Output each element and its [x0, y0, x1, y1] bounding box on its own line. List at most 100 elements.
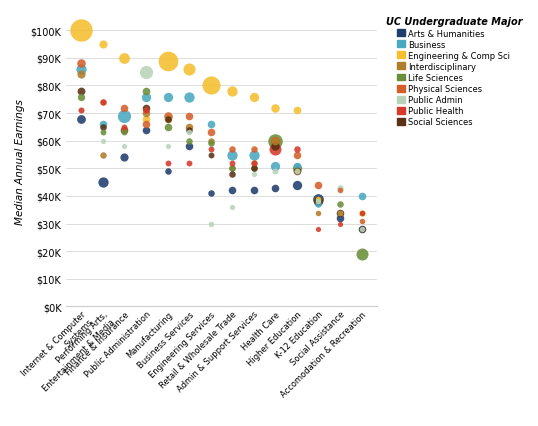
Point [207, 83, 215, 89]
Point [120, 155, 129, 161]
Point [293, 108, 301, 115]
Point [271, 138, 280, 145]
Point [141, 105, 150, 112]
Point [314, 199, 323, 205]
Point [271, 163, 280, 170]
Point [293, 152, 301, 158]
Point [314, 196, 323, 203]
Point [293, 146, 301, 153]
Point [357, 193, 366, 200]
Point [271, 105, 280, 112]
Point [314, 226, 323, 233]
Point [185, 113, 194, 120]
Point [271, 168, 280, 175]
Point [357, 218, 366, 225]
Legend: Arts & Humanities, Business, Engineering & Comp Sci, Interdisciplinary, Life Sci: Arts & Humanities, Business, Engineering… [384, 16, 523, 129]
Point [163, 124, 172, 131]
Point [336, 201, 344, 208]
Point [336, 187, 344, 194]
Point [141, 110, 150, 117]
Point [98, 121, 107, 128]
Point [141, 94, 150, 101]
Point [250, 146, 258, 153]
Point [250, 166, 258, 173]
Point [77, 108, 86, 115]
Point [336, 215, 344, 222]
Point [314, 196, 323, 203]
Point [141, 108, 150, 115]
Point [207, 152, 215, 158]
Point [77, 66, 86, 73]
Point [271, 138, 280, 145]
Point [120, 144, 129, 150]
Point [77, 116, 86, 123]
Point [185, 94, 194, 101]
Point [250, 160, 258, 167]
Point [98, 99, 107, 106]
Point [357, 210, 366, 216]
Point [228, 88, 237, 95]
Point [293, 168, 301, 175]
Point [207, 221, 215, 227]
Point [77, 28, 86, 35]
Point [98, 138, 107, 145]
Point [141, 127, 150, 134]
Point [98, 124, 107, 131]
Point [293, 163, 301, 170]
Point [336, 210, 344, 216]
Point [357, 226, 366, 233]
Point [207, 138, 215, 145]
Point [185, 130, 194, 136]
Point [271, 146, 280, 153]
Point [293, 168, 301, 175]
Point [120, 113, 129, 120]
Point [141, 69, 150, 76]
Point [293, 166, 301, 173]
Point [293, 182, 301, 189]
Point [336, 210, 344, 216]
Point [271, 138, 280, 145]
Point [228, 171, 237, 178]
Point [120, 55, 129, 62]
Point [98, 130, 107, 136]
Point [314, 201, 323, 208]
Point [357, 226, 366, 233]
Point [98, 41, 107, 48]
Point [77, 61, 86, 68]
Point [163, 94, 172, 101]
Point [271, 185, 280, 192]
Point [185, 124, 194, 131]
Point [314, 182, 323, 189]
Point [207, 146, 215, 153]
Point [250, 160, 258, 167]
Point [250, 152, 258, 158]
Point [207, 190, 215, 197]
Point [120, 124, 129, 131]
Point [250, 166, 258, 173]
Point [228, 152, 237, 158]
Point [163, 160, 172, 167]
Point [228, 166, 237, 173]
Y-axis label: Median Annual Earnings: Median Annual Earnings [15, 99, 25, 225]
Point [314, 199, 323, 205]
Point [207, 130, 215, 136]
Point [250, 171, 258, 178]
Point [357, 226, 366, 233]
Point [336, 185, 344, 192]
Point [228, 146, 237, 153]
Point [163, 113, 172, 120]
Point [141, 121, 150, 128]
Point [271, 144, 280, 150]
Point [185, 138, 194, 145]
Point [163, 116, 172, 123]
Point [141, 116, 150, 123]
Point [163, 168, 172, 175]
Point [228, 204, 237, 211]
Point [77, 88, 86, 95]
Point [314, 199, 323, 205]
Point [141, 88, 150, 95]
Point [207, 141, 215, 147]
Point [357, 210, 366, 216]
Point [314, 210, 323, 216]
Point [228, 160, 237, 167]
